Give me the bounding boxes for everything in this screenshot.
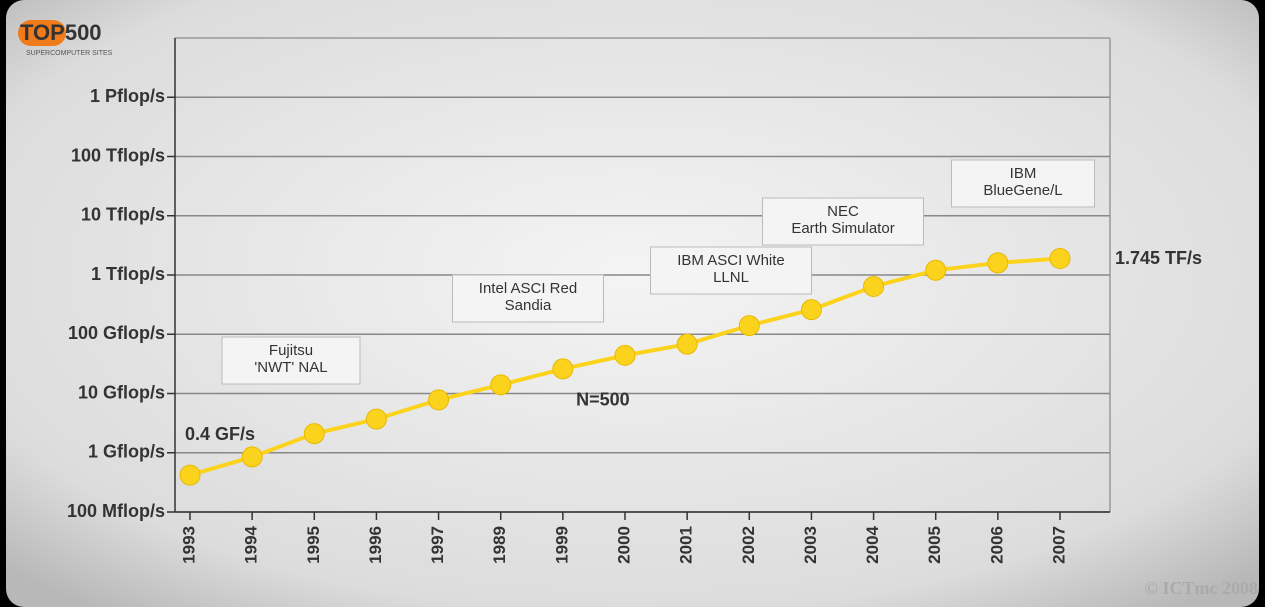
y-tick-label: 1 Pflop/s bbox=[90, 86, 165, 106]
end-label: 1.745 TF/s bbox=[1115, 248, 1202, 268]
annotation: Intel ASCI Red bbox=[479, 280, 577, 297]
annotation: IBM ASCI White bbox=[677, 252, 785, 269]
annotation: BlueGene/L bbox=[983, 182, 1062, 199]
y-tick-label: 10 Gflop/s bbox=[78, 382, 165, 402]
series-label: N=500 bbox=[576, 390, 630, 410]
y-tick-label: 100 Mflop/s bbox=[67, 501, 165, 521]
x-tick-label: 2005 bbox=[925, 526, 944, 564]
logo: TOP500 bbox=[20, 20, 102, 45]
annotation: Fujitsu bbox=[269, 342, 313, 359]
point bbox=[863, 275, 885, 297]
annotation: NEC bbox=[827, 203, 859, 220]
point bbox=[241, 446, 263, 468]
y-tick-label: 1 Tflop/s bbox=[91, 264, 165, 284]
annotation-box bbox=[650, 246, 812, 295]
x-tick-label: 1996 bbox=[366, 526, 385, 564]
y-tick-label: 1 Gflop/s bbox=[88, 442, 165, 462]
x-tick-label: 1999 bbox=[552, 526, 571, 564]
background bbox=[6, 0, 1259, 607]
point bbox=[365, 408, 387, 430]
annotation-box bbox=[951, 159, 1095, 208]
annotation: LLNL bbox=[713, 269, 749, 286]
point bbox=[490, 374, 512, 396]
y-tick-label: 10 Tflop/s bbox=[81, 205, 165, 225]
point bbox=[179, 464, 201, 486]
annotation: IBM bbox=[1010, 165, 1037, 182]
x-tick-label: 2002 bbox=[739, 526, 758, 564]
point bbox=[676, 333, 698, 355]
point bbox=[987, 252, 1009, 274]
logo-tagline: SUPERCOMPUTER SITES bbox=[26, 50, 113, 57]
point bbox=[800, 299, 822, 321]
annotation: Earth Simulator bbox=[791, 220, 894, 237]
x-tick-label: 2004 bbox=[863, 525, 882, 563]
start-label: 0.4 GF/s bbox=[185, 424, 255, 444]
point bbox=[614, 344, 636, 366]
logo-badge bbox=[18, 20, 66, 46]
annotation-box bbox=[452, 274, 604, 323]
x-tick-label: 2006 bbox=[987, 526, 1006, 564]
y-tick-label: 100 Gflop/s bbox=[68, 323, 165, 343]
point bbox=[428, 389, 450, 411]
x-tick-label: 2000 bbox=[614, 526, 633, 564]
x-tick-label: 1994 bbox=[242, 525, 261, 563]
annotation: 'NWT' NAL bbox=[254, 359, 327, 376]
x-tick-label: 1989 bbox=[490, 526, 509, 564]
y-tick-label: 100 Tflop/s bbox=[71, 145, 165, 165]
annotation-box bbox=[762, 197, 924, 246]
annotation: Sandia bbox=[505, 297, 552, 314]
copyright: © ICTmc 2008 bbox=[1145, 578, 1258, 598]
point bbox=[552, 358, 574, 380]
x-tick-label: 2007 bbox=[1049, 526, 1068, 564]
x-tick-label: 2001 bbox=[677, 526, 696, 564]
x-tick-label: 1993 bbox=[179, 526, 198, 564]
x-tick-label: 1997 bbox=[428, 526, 447, 564]
x-tick-label: 1995 bbox=[304, 526, 323, 564]
point bbox=[738, 315, 760, 337]
point bbox=[1049, 247, 1071, 269]
x-tick-label: 2003 bbox=[801, 526, 820, 564]
point bbox=[303, 423, 325, 445]
point bbox=[925, 259, 947, 281]
annotation-box bbox=[221, 336, 361, 385]
